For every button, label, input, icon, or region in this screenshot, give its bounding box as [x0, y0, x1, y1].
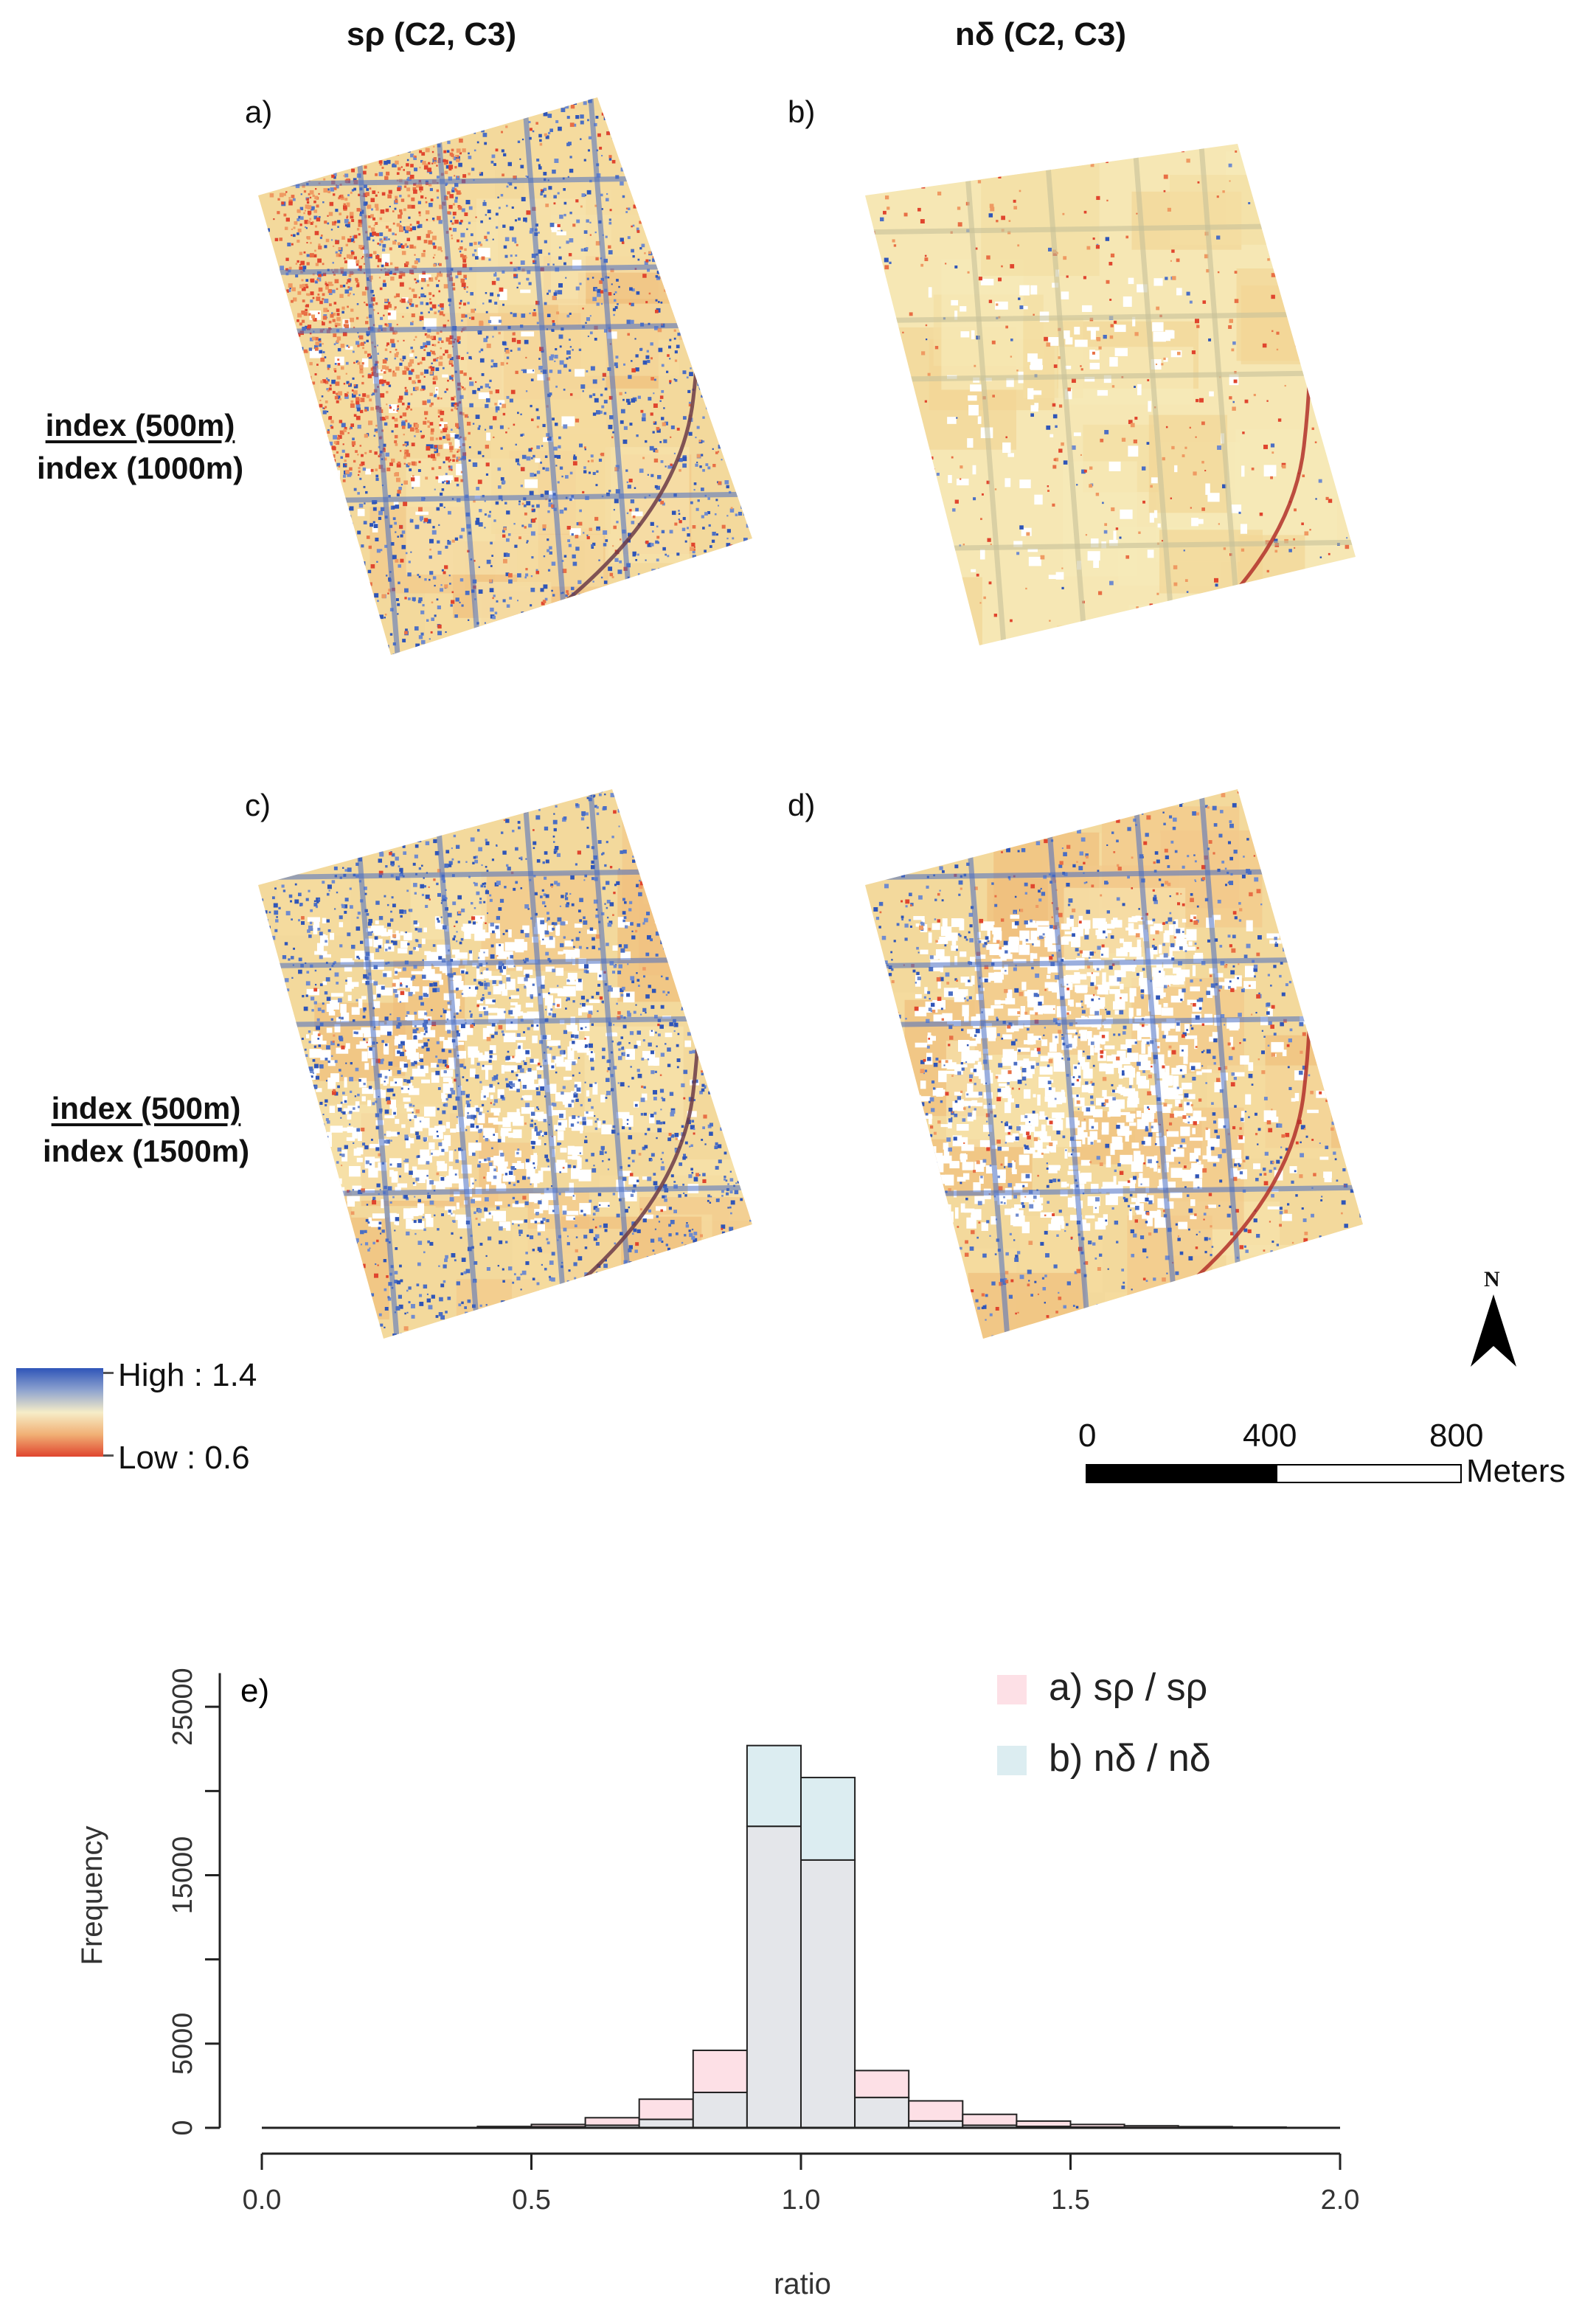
colorbar-high-label: High : 1.4	[118, 1357, 257, 1393]
histogram-bar-a	[854, 2070, 910, 2098]
y-tick-label: 15000	[167, 1836, 198, 1915]
scale-tick-800: 800	[1429, 1418, 1484, 1454]
row-label-1: index (500m) index (1000m)	[15, 404, 266, 490]
x-tick-label: 0.0	[243, 2185, 282, 2216]
scale-bar-black	[1086, 1464, 1277, 1483]
histogram-bar-overlap	[638, 2118, 694, 2129]
histogram-chart: e) ratio Frequency 0 5000 15000 25000 0.0 0.5…	[76, 1666, 1360, 2300]
scale-tick-400: 400	[1243, 1418, 1297, 1454]
histogram-bar-a	[908, 2100, 964, 2122]
legend-swatch-0	[997, 1675, 1027, 1704]
histogram-bar-overlap	[692, 2092, 748, 2129]
y-tick-label: 25000	[167, 1668, 198, 1746]
panel-label-d: d)	[788, 788, 816, 822]
row-label-2-bottom: index (1500m)	[42, 1134, 250, 1168]
north-arrow-label: N	[1484, 1267, 1500, 1291]
histogram-bar-a	[584, 2117, 640, 2126]
scale-bar-white	[1276, 1464, 1462, 1483]
colorbar-low-label: Low : 0.6	[118, 1440, 250, 1476]
histogram-bar-a	[962, 2113, 1018, 2126]
scale-unit: Meters	[1466, 1453, 1566, 1489]
histogram-panel-label: e)	[240, 1673, 269, 1709]
y-tick-label: 0	[167, 2120, 198, 2135]
legend-label-1: b) nδ / nδ	[1049, 1737, 1211, 1780]
x-tick-label: 0.5	[512, 2185, 551, 2216]
legend-label-0: a) sρ / sρ	[1049, 1666, 1207, 1709]
colorbar-tick-low	[103, 1454, 114, 1457]
x-tick-label: 2.0	[1321, 2185, 1360, 2216]
map-panel-b	[865, 144, 1356, 645]
north-arrow-icon	[1471, 1294, 1516, 1367]
panel-label-c: c)	[245, 788, 271, 822]
colorbar	[16, 1368, 103, 1457]
x-tick-label: 1.0	[782, 2185, 821, 2216]
histogram-bar-b	[800, 1777, 856, 1861]
map-panel-a	[258, 97, 752, 655]
histogram-bar-overlap	[746, 1825, 802, 2129]
colorbar-tick-high	[103, 1372, 114, 1374]
column-title-nd: nδ (C2, C3)	[955, 16, 1127, 52]
panel-label-a: a)	[245, 94, 273, 129]
legend-swatch-1	[997, 1746, 1027, 1775]
scale-tick-0: 0	[1078, 1418, 1097, 1454]
row-label-2: index (500m) index (1500m)	[21, 1087, 271, 1173]
column-title-sp: sρ (C2, C3)	[347, 16, 517, 52]
histogram-bar-overlap	[854, 2096, 910, 2129]
histogram-bar-a	[638, 2098, 694, 2120]
histogram-bar-overlap	[800, 1859, 856, 2129]
histogram-xlabel: ratio	[774, 2268, 831, 2300]
row-label-2-top: index (500m)	[51, 1091, 241, 1125]
map-panel-c	[258, 789, 752, 1339]
map-panel-d	[865, 789, 1363, 1339]
histogram-bar-b	[746, 1744, 802, 1828]
histogram-bar-a	[1016, 2120, 1072, 2128]
histogram-bar-a	[692, 2049, 748, 2094]
x-tick-label: 1.5	[1051, 2185, 1090, 2216]
panel-label-b: b)	[788, 94, 816, 129]
histogram-ylabel: Frequency	[76, 1826, 108, 1966]
y-tick-label: 5000	[167, 2013, 198, 2075]
row-label-1-top: index (500m)	[45, 408, 235, 443]
row-label-1-bottom: index (1000m)	[36, 451, 244, 485]
